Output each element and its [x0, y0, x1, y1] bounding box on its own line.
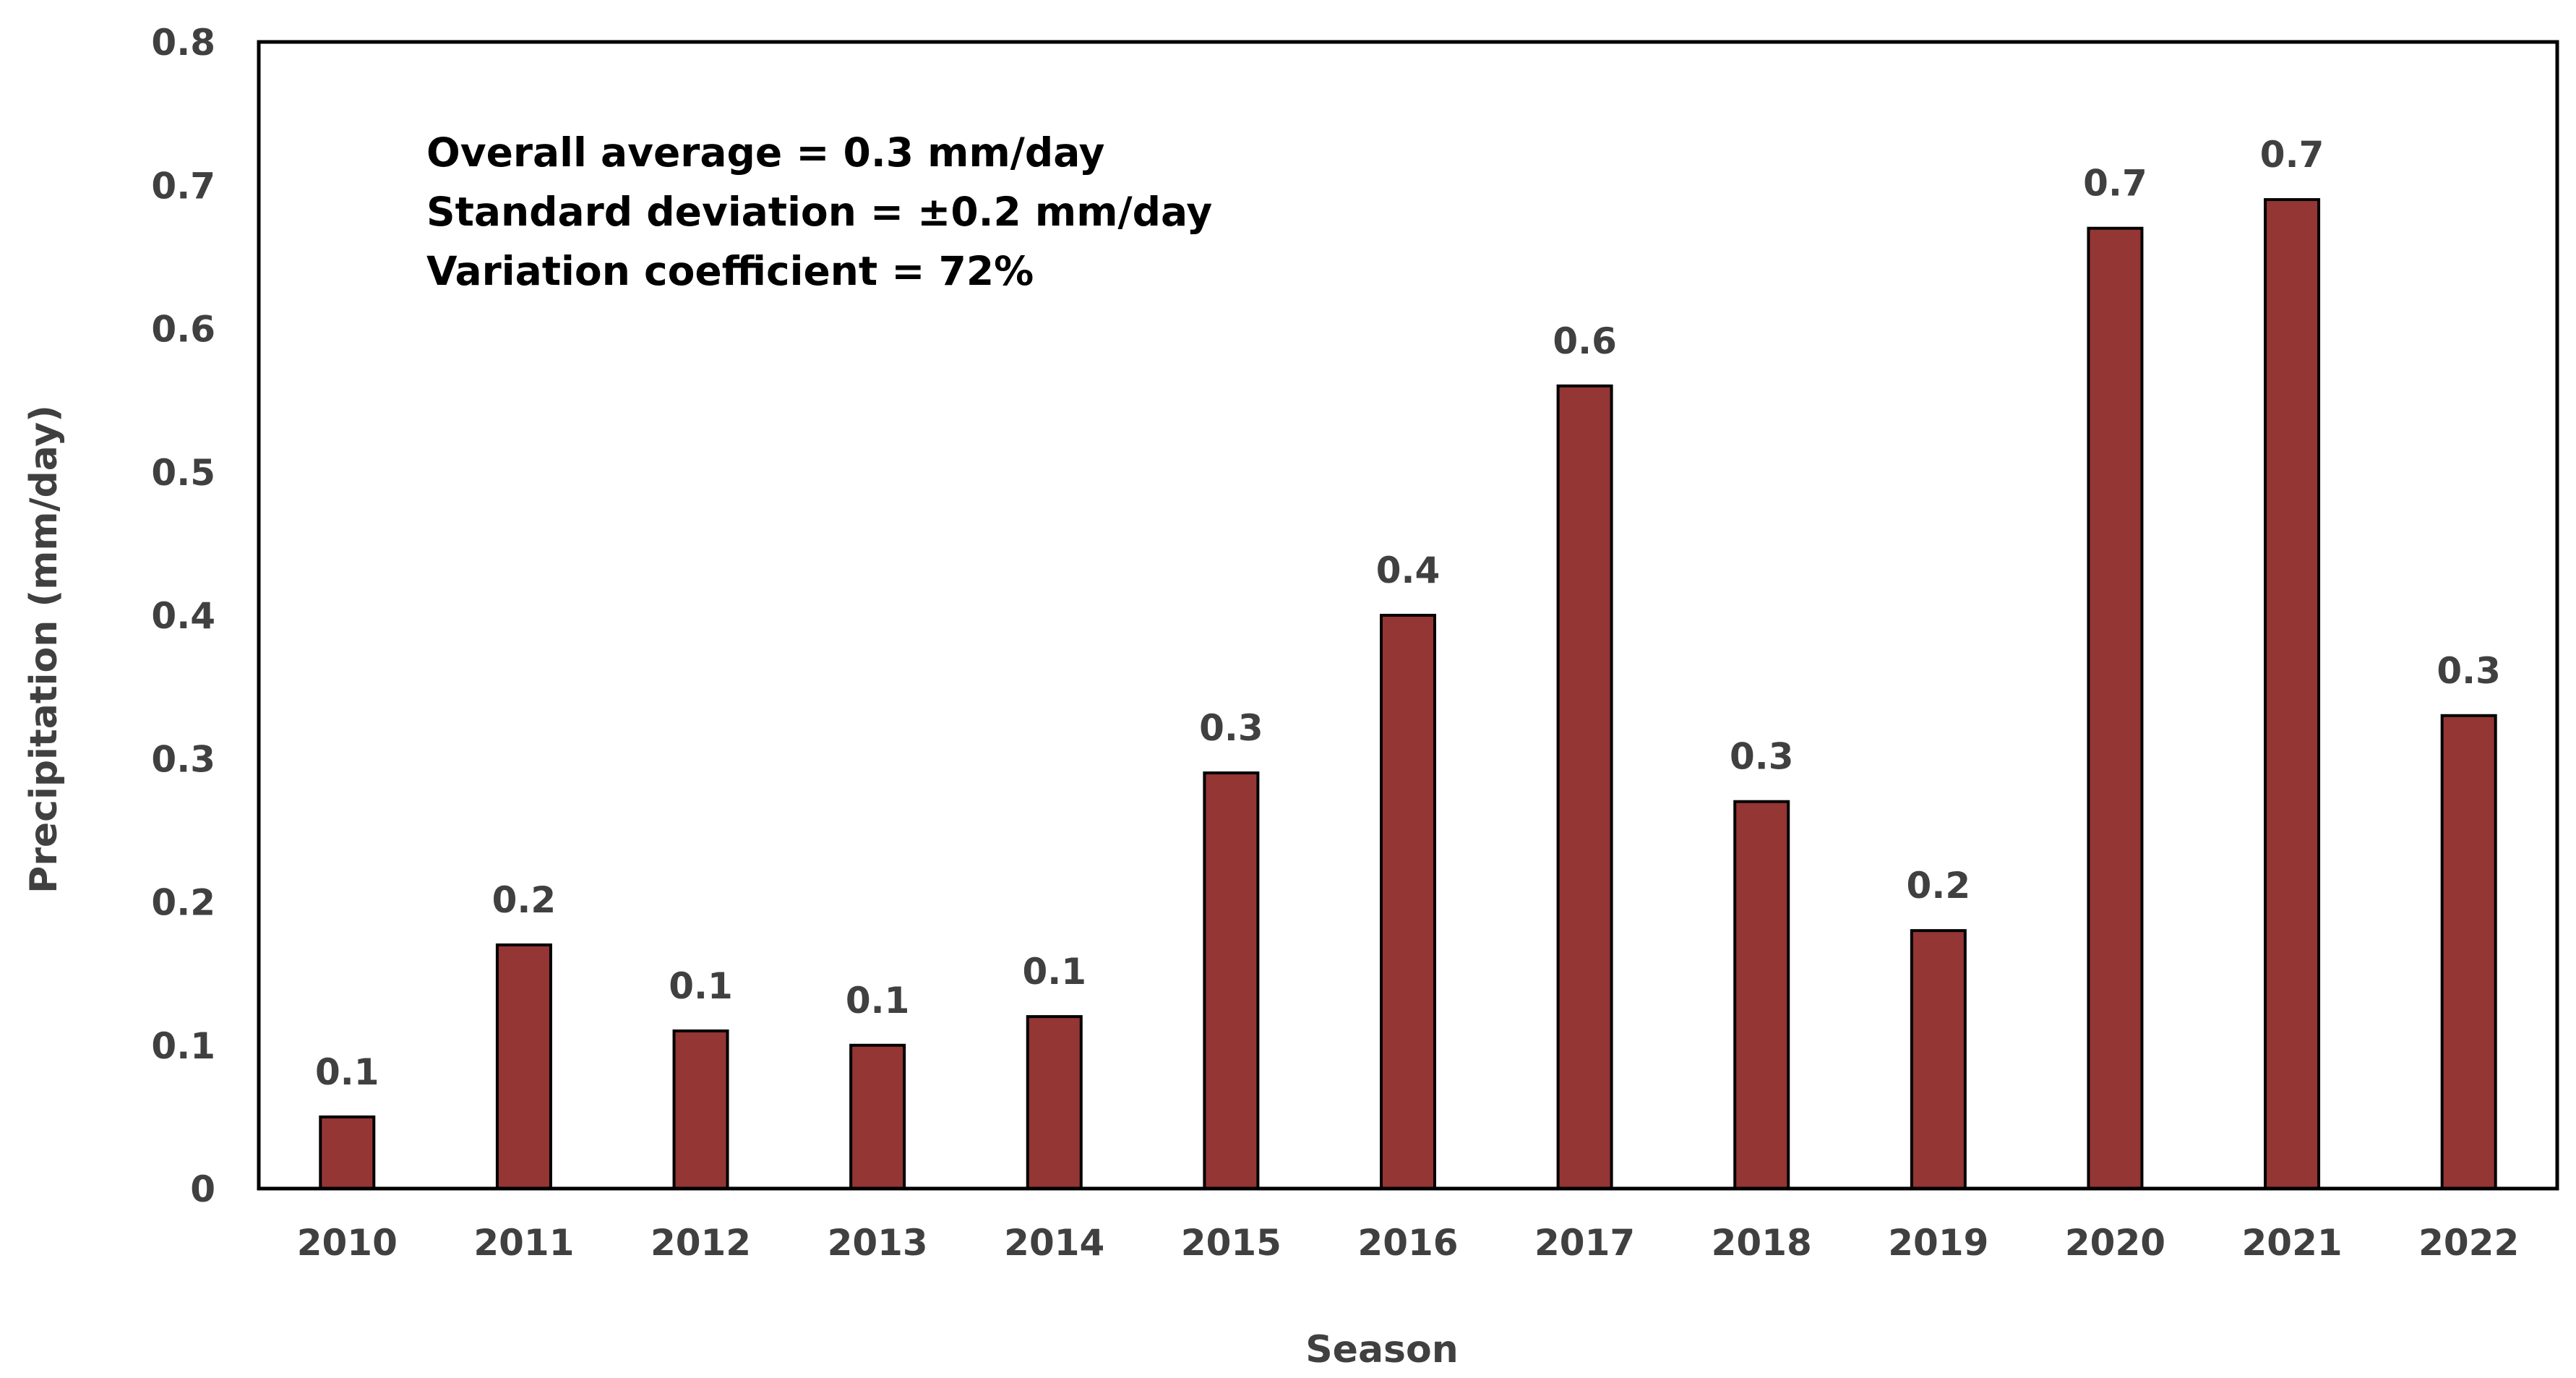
- plot-frame: [257, 40, 2559, 1191]
- bar: [1380, 614, 1436, 1190]
- x-tick-label: 2012: [651, 1222, 751, 1264]
- axes: [257, 40, 2559, 1191]
- x-tick-label: 2017: [1534, 1222, 1635, 1264]
- y-tick-label: 0.1: [151, 1025, 215, 1067]
- x-tick-label: 2015: [1181, 1222, 1281, 1264]
- x-tick-label: 2021: [2241, 1222, 2342, 1264]
- bar: [495, 943, 552, 1190]
- data-label: 0.3: [1199, 707, 1263, 749]
- data-label: 0.1: [315, 1051, 379, 1093]
- x-tick-label: 2011: [473, 1222, 574, 1264]
- y-tick-label: 0.7: [151, 165, 215, 207]
- bar-series: [319, 198, 2497, 1191]
- data-label: 0.3: [2437, 650, 2501, 692]
- y-tick-label: 0.6: [151, 309, 215, 351]
- x-tick-label: 2010: [297, 1222, 398, 1264]
- x-tick-label: 2016: [1357, 1222, 1458, 1264]
- y-tick-label: 0.2: [151, 882, 215, 924]
- bar: [2440, 714, 2497, 1190]
- x-tick-label: 2013: [828, 1222, 928, 1264]
- data-label: 0.7: [2083, 163, 2147, 205]
- y-tick-label: 0.3: [151, 738, 215, 780]
- bar: [1556, 384, 1613, 1190]
- bar: [1026, 1015, 1083, 1190]
- y-tick-label: 0: [190, 1168, 215, 1210]
- x-tick-label: 2020: [2065, 1222, 2165, 1264]
- bar: [672, 1029, 729, 1191]
- data-label: 0.3: [1730, 736, 1794, 778]
- y-tick-label: 0.8: [151, 22, 215, 64]
- y-axis-title: Precipitation (mm/day): [22, 405, 66, 894]
- bar: [319, 1115, 376, 1190]
- y-tick-label: 0.5: [151, 452, 215, 494]
- y-axis-ticks: 0 0.1 0.2 0.3 0.4 0.5 0.6 0.7 0.8: [151, 22, 215, 1210]
- bar: [1203, 771, 1260, 1190]
- bar: [2087, 226, 2144, 1191]
- annotation-line: Variation coefficient = 72%: [426, 248, 1034, 294]
- data-label: 0.4: [1376, 549, 1441, 591]
- x-tick-label: 2014: [1004, 1222, 1104, 1264]
- data-label: 0.2: [1907, 865, 1971, 907]
- x-tick-label: 2019: [1888, 1222, 1988, 1264]
- annotation-line: Overall average = 0.3 mm/day: [426, 129, 1105, 176]
- x-axis-title: Season: [1305, 1328, 1459, 1371]
- y-tick-label: 0.4: [151, 595, 215, 637]
- summary-annotations: Overall average = 0.3 mm/day Standard de…: [426, 129, 1212, 294]
- x-axis-ticks: 2010 2011 2012 2013 2014 2015 2016 2017 2018 2019…: [297, 1222, 2520, 1264]
- bar: [1910, 929, 1967, 1191]
- data-label: 0.7: [2260, 134, 2324, 176]
- data-label: 0.6: [1553, 320, 1617, 362]
- data-label: 0.1: [1022, 951, 1086, 993]
- bar: [1733, 800, 1790, 1190]
- x-tick-label: 2022: [2418, 1222, 2519, 1264]
- x-tick-label: 2018: [1712, 1222, 1812, 1264]
- data-label: 0.1: [846, 980, 910, 1022]
- data-label: 0.2: [492, 879, 557, 921]
- data-labels: 0.1 0.2 0.1 0.1 0.1 0.3 0.4 0.6 0.3 0.2 0.7 0.7 0.3: [315, 134, 2501, 1093]
- bar: [849, 1043, 906, 1190]
- data-label: 0.1: [669, 965, 733, 1007]
- bar: [2264, 198, 2321, 1191]
- annotation-line: Standard deviation = ±0.2 mm/day: [426, 189, 1212, 235]
